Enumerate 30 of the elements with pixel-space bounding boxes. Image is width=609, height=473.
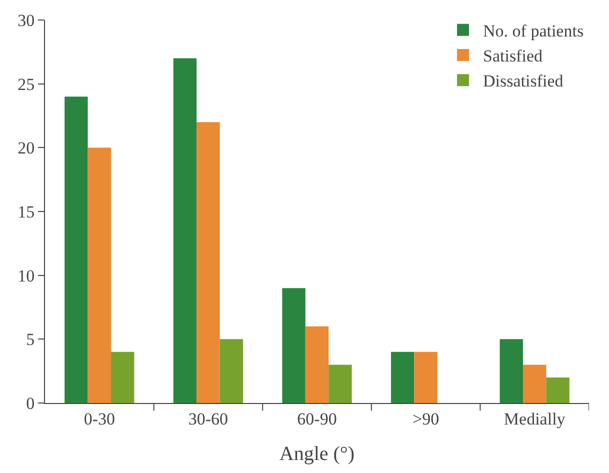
bar xyxy=(173,58,197,403)
bar xyxy=(220,339,244,403)
y-tick-label: 15 xyxy=(18,202,35,222)
bar xyxy=(500,339,523,403)
x-tick-label: 60-90 xyxy=(297,409,337,428)
y-tick-label: 10 xyxy=(18,266,35,286)
bar xyxy=(390,352,414,403)
legend-label: No. of patients xyxy=(483,22,584,41)
bar xyxy=(328,364,352,403)
bar xyxy=(305,326,329,403)
y-tick-label: 25 xyxy=(18,74,35,94)
bar xyxy=(414,352,438,403)
bar xyxy=(546,377,570,403)
x-tick-label: 0-30 xyxy=(84,409,115,428)
bar xyxy=(111,352,134,403)
x-axis-title: Angle (°) xyxy=(279,442,355,465)
legend-label: Dissatisfied xyxy=(483,72,564,91)
x-tick-label: Medially xyxy=(504,409,566,428)
bar xyxy=(196,122,220,403)
bar xyxy=(282,288,306,403)
y-tick-label: 20 xyxy=(18,138,35,158)
bar xyxy=(522,364,546,403)
bar xyxy=(88,148,112,403)
y-tick-label: 5 xyxy=(26,330,35,350)
legend-label: Satisfied xyxy=(483,46,543,66)
y-tick-label: 30 xyxy=(18,10,35,30)
bar xyxy=(64,96,88,403)
y-tick-label: 0 xyxy=(26,394,35,413)
x-tick-label: 30-60 xyxy=(188,409,228,428)
x-tick-label: >90 xyxy=(412,409,440,428)
